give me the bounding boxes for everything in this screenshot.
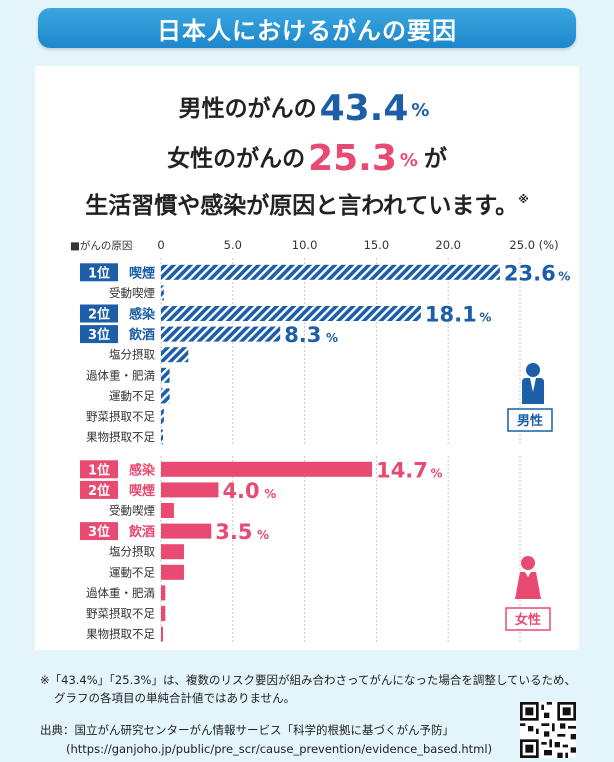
female-label-box — [505, 607, 551, 631]
male-category-label-8: 果物摂取不足 — [86, 430, 155, 444]
page-title: 日本人におけるがんの要因 — [38, 8, 576, 48]
female-bar-0 — [161, 461, 373, 477]
x-tick-labels: 0 5.0 10.0 15.0 20.0 25.0 (%) — [157, 238, 558, 252]
male-label-box — [507, 408, 553, 432]
female-bar-4 — [161, 544, 184, 560]
headline-male: 男性のがんの43.4% — [0, 88, 614, 129]
female-bar-2 — [161, 503, 174, 518]
male-category-label-7: 野菜摂取不足 — [86, 410, 155, 424]
male-bar-1 — [161, 285, 164, 301]
female-person-icon — [515, 556, 541, 599]
male-rank-label-2: 2位 — [88, 307, 110, 323]
headline-male-value: 43.4 — [319, 88, 409, 129]
female-rank-label-0: 1位 — [88, 462, 110, 478]
headline-female-prefix: 女性のがんの — [167, 146, 306, 172]
female-rank-badge-3 — [80, 522, 118, 541]
headline-female-unit: % — [399, 150, 418, 171]
female-value-unit-1: % — [264, 487, 276, 501]
female-bar-6 — [161, 585, 166, 601]
male-bar-0 — [161, 264, 500, 280]
female-value-label-3: 3.5 — [215, 520, 252, 544]
headline-female-suffix: が — [423, 146, 447, 172]
male-bar-7 — [161, 409, 164, 424]
female-category-label-3: 飲酒 — [128, 524, 155, 540]
male-category-label-5: 過体重・肥満 — [86, 368, 155, 382]
female-category-label-6: 過体重・肥満 — [86, 586, 155, 600]
source-line1: 出典：国立がん研究センターがん情報サービス「科学的根拠に基づくがん予防」 — [40, 723, 454, 737]
headline-female-value: 25.3 — [308, 138, 397, 179]
x-tick-label: 10.0 — [292, 238, 318, 252]
male-value-unit-0: % — [558, 269, 570, 283]
headline-cause-mark: ※ — [518, 193, 529, 206]
female-category-label-5: 運動不足 — [109, 565, 155, 579]
source-line2: (https://ganjoho.jp/public/pre_scr/cause… — [66, 742, 493, 756]
male-category-label-1: 受動喫煙 — [109, 286, 155, 300]
female-rank-label-1: 2位 — [88, 483, 110, 499]
male-category-label-2: 感染 — [129, 307, 156, 323]
male-bar-8 — [161, 429, 163, 445]
male-value-label-3: 8.3 — [284, 323, 321, 347]
male-category-label-6: 運動不足 — [109, 389, 155, 403]
female-rank-label-3: 3位 — [88, 524, 110, 540]
male-value-label-2: 18.1 — [425, 303, 477, 327]
male-rank-badge-0 — [80, 263, 118, 282]
qr-code-icon — [520, 702, 576, 758]
female-value-unit-3: % — [257, 528, 269, 542]
male-bar-6 — [161, 388, 170, 404]
male-category-label-4: 塩分摂取 — [109, 348, 155, 362]
female-bar-1 — [161, 482, 219, 498]
male-bar-2 — [161, 306, 421, 321]
female-bar-3 — [161, 523, 212, 539]
male-rank-badge-3 — [80, 325, 118, 344]
female-category-label-2: 受動喫煙 — [109, 504, 155, 518]
male-value-unit-2: % — [479, 311, 491, 325]
male-category-label-0: 喫煙 — [129, 265, 155, 281]
male-rank-label-3: 3位 — [88, 327, 110, 343]
male-rank-badge-2 — [80, 304, 118, 323]
footnote-line1: ※「43.4%」「25.3%」は、複数のリスク要因が組み合わさってがんになった場… — [40, 673, 577, 687]
x-tick-label: 15.0 — [364, 238, 390, 252]
male-bar-3 — [161, 326, 281, 342]
female-rank-badge-0 — [80, 460, 118, 479]
headline-cause-text: 生活習慣や感染が原因と言われています。 — [85, 193, 519, 219]
female-bar-5 — [161, 564, 184, 580]
female-bar-7 — [161, 606, 166, 621]
x-tick-label: 20.0 — [435, 238, 461, 252]
female-series-label: 女性 — [515, 612, 541, 628]
headline-male-unit: % — [411, 100, 430, 121]
male-rank-label-0: 1位 — [88, 265, 110, 281]
x-tick-label: 0 — [157, 238, 164, 252]
female-category-label-0: 感染 — [129, 462, 156, 478]
male-person-icon — [522, 363, 544, 404]
male-bar-5 — [161, 367, 170, 383]
female-value-label-1: 4.0 — [222, 479, 259, 503]
footnote-line2: グラフの各項目の単純合計値ではありません。 — [54, 691, 296, 705]
female-category-label-4: 塩分摂取 — [109, 545, 155, 559]
x-tick-label: 25.0 (%) — [509, 238, 558, 252]
x-tick-label: 5.0 — [224, 238, 242, 252]
female-value-label-0: 14.7 — [376, 458, 428, 482]
male-series-label: 男性 — [517, 413, 543, 429]
male-bar-4 — [161, 347, 189, 363]
female-value-unit-0: % — [430, 466, 442, 480]
female-bar-8 — [161, 626, 163, 642]
headline-female: 女性のがんの25.3% が — [0, 138, 614, 179]
male-value-label-0: 23.6 — [504, 261, 556, 285]
female-category-label-1: 喫煙 — [129, 483, 155, 499]
legend-label: ■がんの原因 — [70, 239, 132, 252]
female-category-label-8: 果物摂取不足 — [86, 627, 155, 641]
headline-cause: 生活習慣や感染が原因と言われています。※ — [0, 186, 614, 220]
female-category-label-7: 野菜摂取不足 — [86, 607, 155, 621]
male-category-label-3: 飲酒 — [128, 327, 155, 343]
headline-male-prefix: 男性のがんの — [178, 96, 317, 122]
male-value-unit-3: % — [326, 331, 338, 345]
chart-card — [35, 66, 579, 650]
female-rank-badge-1 — [80, 480, 118, 499]
